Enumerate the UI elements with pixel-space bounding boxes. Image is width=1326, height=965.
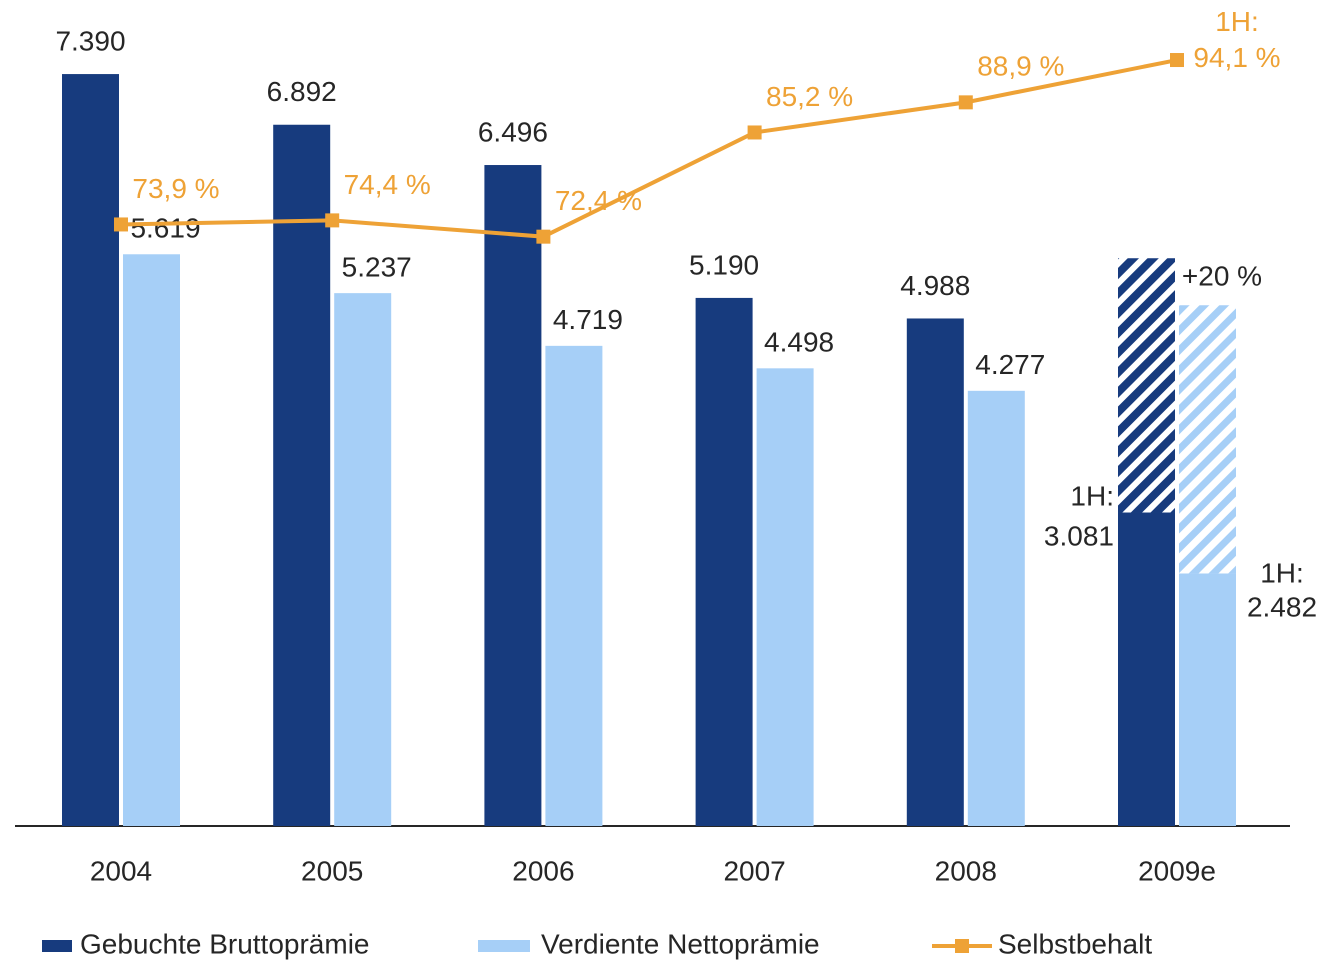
data-label: 1H: 2.482 [1247, 558, 1317, 623]
data-label: 4.719 [553, 304, 623, 335]
data-label: 6.892 [267, 76, 337, 107]
bar [484, 165, 542, 827]
data-label: 4.988 [900, 270, 970, 301]
bar [1179, 573, 1236, 826]
line-marker [1170, 53, 1184, 68]
bar [273, 124, 331, 826]
line-marker [114, 217, 128, 232]
data-label: 5.619 [130, 213, 200, 244]
bar [906, 318, 964, 826]
x-tick-label: 2004 [90, 855, 152, 886]
legend-swatch [42, 940, 72, 952]
bar-estimate [1118, 258, 1175, 513]
x-tick-label: 2008 [935, 855, 997, 886]
bar [62, 74, 119, 826]
x-tick-label: 2005 [301, 855, 363, 886]
line [120, 58, 1178, 239]
data-label: 7.390 [55, 25, 125, 56]
legend-label: Selbstbehalt [998, 928, 1152, 959]
annotation: +20 % [1182, 260, 1262, 291]
data-label: 88,9 % [977, 51, 1064, 82]
bar-estimate [1179, 305, 1236, 574]
data-label: 74,4 % [344, 169, 431, 200]
x-tick-label: 2006 [512, 855, 574, 886]
bar [967, 390, 1025, 826]
data-label: 5.237 [342, 252, 412, 283]
bar [1118, 512, 1175, 826]
bar [334, 293, 392, 826]
data-label: 73,9 % [132, 173, 219, 204]
line-marker [325, 213, 340, 228]
line-marker [958, 95, 973, 110]
bar [695, 297, 753, 827]
legend-swatch [478, 940, 530, 952]
legend-label: Gebuchte Bruttoprämie [80, 928, 370, 959]
legend-label: Verdiente Nettoprämie [541, 928, 820, 959]
data-label: 4.498 [764, 327, 834, 358]
bar [756, 368, 814, 826]
x-tick-label: 2007 [723, 855, 785, 886]
line-marker [536, 229, 551, 244]
data-label: 6.496 [478, 116, 548, 147]
data-label: 1H: 94,1 % [1193, 6, 1280, 73]
data-label: 4.277 [975, 349, 1045, 380]
x-tick-label: 2009e [1138, 855, 1216, 886]
legend-swatch [955, 939, 969, 953]
data-label: 72,4 % [555, 185, 642, 216]
data-label: 1H: 3.081 [1044, 481, 1114, 552]
line-marker [747, 125, 762, 140]
data-label: 85,2 % [766, 81, 853, 112]
data-label: 5.190 [689, 249, 759, 280]
bar [545, 345, 603, 826]
bar [123, 254, 180, 827]
